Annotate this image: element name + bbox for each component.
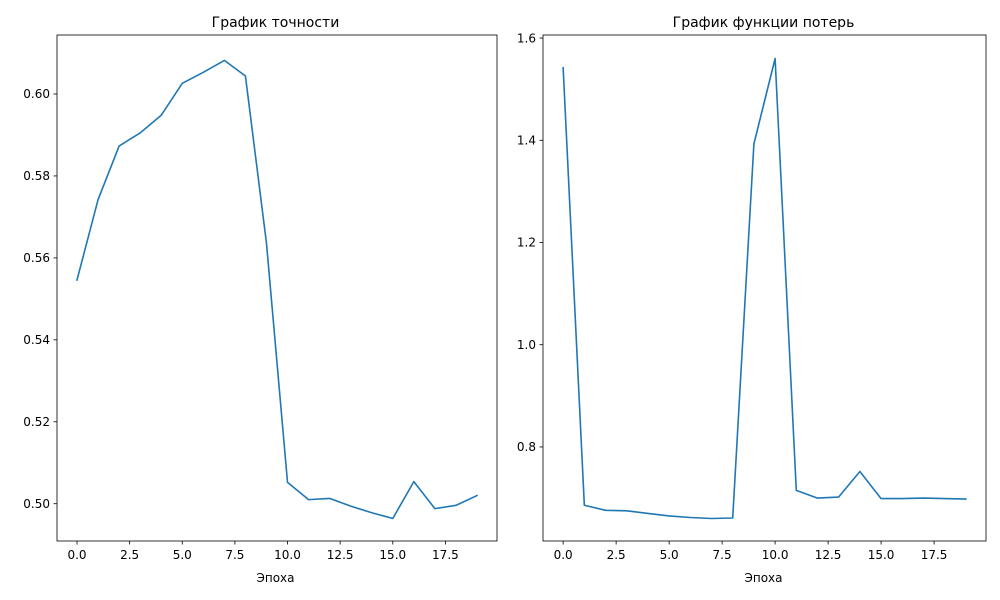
x-tick-label: 5.0 — [660, 548, 679, 562]
x-tick-label: 12.5 — [815, 548, 842, 562]
y-tick-label: 1.0 — [517, 338, 536, 352]
loss-chart: График функции потерь Эпоха 0.0 2.5 5.0 7.5… — [517, 15, 987, 585]
chart-title: График точности — [212, 15, 340, 31]
x-tick-label: 7.5 — [713, 548, 732, 562]
x-tick-label: 2.5 — [120, 548, 139, 562]
x-tick-label: 0.0 — [67, 548, 86, 562]
y-tick-label: 1.2 — [517, 236, 536, 250]
x-axis-label: Эпоха — [256, 571, 294, 585]
plot-area: 0.0 2.5 5.0 7.5 10.0 12.5 15.0 17.5 0.50 0.52 0.54… — [23, 34, 498, 562]
x-tick-label: 2.5 — [607, 548, 626, 562]
chart-title: График функции потерь — [673, 15, 855, 31]
accuracy-chart: График точности Эпоха 0.0 2.5 5.0 7.5 10.0 12… — [23, 15, 498, 585]
x-tick-label: 12.5 — [327, 548, 354, 562]
y-tick-label: 0.58 — [23, 169, 50, 183]
axes-frame — [542, 34, 987, 542]
series-line — [562, 57, 967, 520]
x-axis-label: Эпоха — [744, 571, 782, 585]
x-tick-label: 10.0 — [762, 548, 789, 562]
x-tick-label: 5.0 — [173, 548, 192, 562]
axes-frame — [56, 34, 498, 542]
y-tick-label: 0.52 — [23, 415, 50, 429]
x-tick-label: 0.0 — [554, 548, 573, 562]
x-tick-label: 10.0 — [274, 548, 301, 562]
x-tick-label: 15.0 — [379, 548, 406, 562]
plot-area: 0.0 2.5 5.0 7.5 10.0 12.5 15.0 17.5 0.8 1.0 1.2 1.4… — [517, 31, 987, 562]
y-tick-label: 0.60 — [23, 87, 50, 101]
x-tick-label: 15.0 — [868, 548, 895, 562]
y-tick-label: 0.50 — [23, 497, 50, 511]
y-tick-label: 0.8 — [517, 440, 536, 454]
x-tick-label: 7.5 — [225, 548, 244, 562]
x-tick-label: 17.5 — [432, 548, 459, 562]
y-tick-label: 1.4 — [517, 133, 536, 147]
y-tick-label: 1.6 — [517, 31, 536, 45]
series-line — [76, 59, 479, 520]
y-tick-label: 0.56 — [23, 251, 50, 265]
y-tick-label: 0.54 — [23, 333, 50, 347]
x-tick-label: 17.5 — [921, 548, 948, 562]
